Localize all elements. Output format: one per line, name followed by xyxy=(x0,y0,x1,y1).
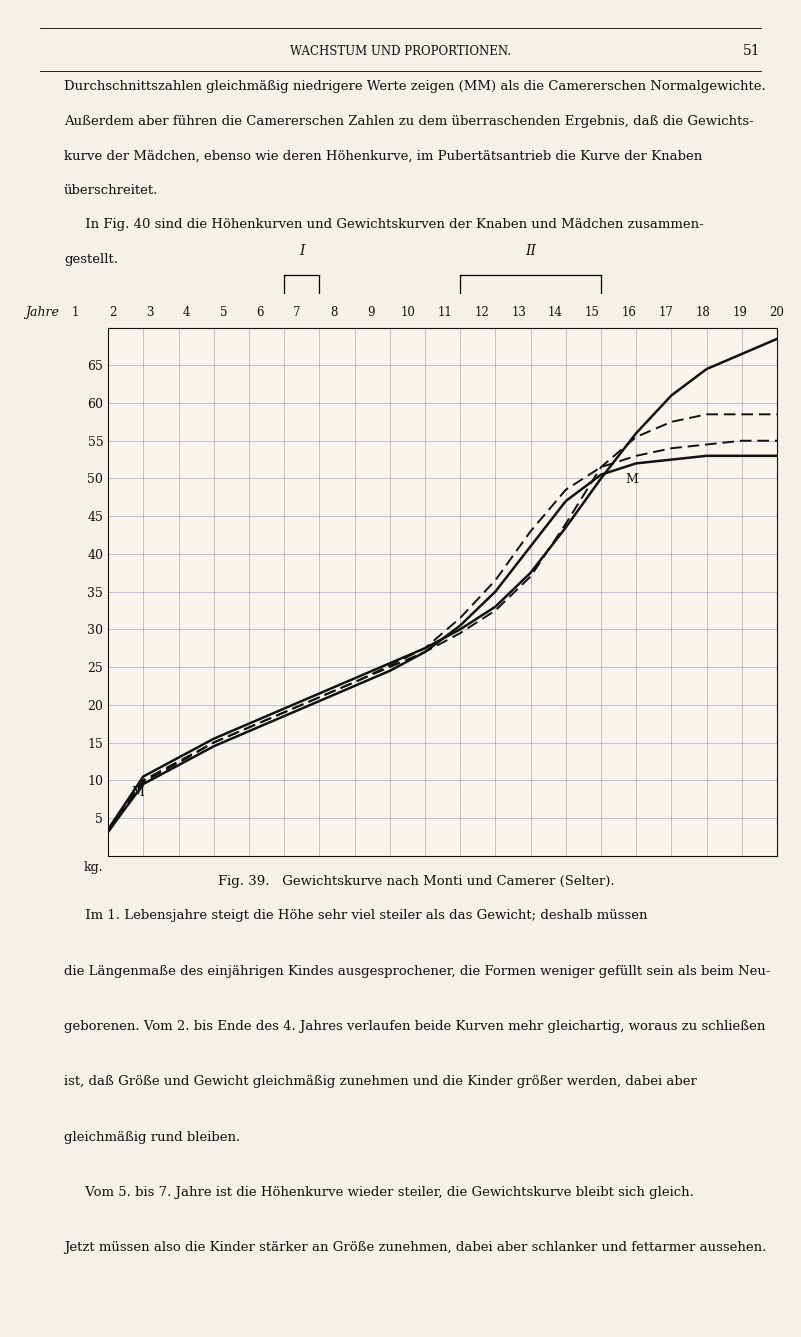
Text: 9: 9 xyxy=(367,306,375,320)
Text: geborenen. Vom 2. bis Ende des 4. Jahres verlaufen beide Kurven mehr gleichartig: geborenen. Vom 2. bis Ende des 4. Jahres… xyxy=(64,1020,766,1034)
Text: 4: 4 xyxy=(183,306,190,320)
Text: überschreitet.: überschreitet. xyxy=(64,185,159,197)
Text: 18: 18 xyxy=(696,306,710,320)
Text: In Fig. 40 sind die Höhenkurven und Gewichtskurven der Knaben und Mädchen zusamm: In Fig. 40 sind die Höhenkurven und Gewi… xyxy=(64,218,704,231)
Text: II: II xyxy=(525,243,536,258)
Text: 14: 14 xyxy=(548,306,563,320)
Text: Jetzt müssen also die Kinder stärker an Größe zunehmen, dabei aber schlanker und: Jetzt müssen also die Kinder stärker an … xyxy=(64,1242,767,1254)
Text: M: M xyxy=(626,473,638,487)
Text: WACHSTUM UND PROPORTIONEN.: WACHSTUM UND PROPORTIONEN. xyxy=(290,44,511,57)
Text: 16: 16 xyxy=(622,306,637,320)
Text: Durchschnittszahlen gleichmäßig niedrigere Werte zeigen (MM) als die Camerersche: Durchschnittszahlen gleichmäßig niedrige… xyxy=(64,80,766,94)
Text: Im 1. Lebensjahre steigt die Höhe sehr viel steiler als das Gewicht; deshalb müs: Im 1. Lebensjahre steigt die Höhe sehr v… xyxy=(64,909,647,923)
Text: 7: 7 xyxy=(293,306,301,320)
Text: 15: 15 xyxy=(585,306,600,320)
Text: gestellt.: gestellt. xyxy=(64,253,118,266)
Text: gleichmäßig rund bleiben.: gleichmäßig rund bleiben. xyxy=(64,1131,240,1143)
Text: 10: 10 xyxy=(400,306,416,320)
Text: 11: 11 xyxy=(437,306,453,320)
Text: 8: 8 xyxy=(330,306,338,320)
Text: kurve der Mädchen, ebenso wie deren Höhenkurve, im Pubertätsantrieb die Kurve de: kurve der Mädchen, ebenso wie deren Höhe… xyxy=(64,150,702,162)
Text: 1: 1 xyxy=(72,306,79,320)
Text: Fig. 39.   Gewichtskurve nach Monti und Camerer (Selter).: Fig. 39. Gewichtskurve nach Monti und Ca… xyxy=(218,874,615,888)
Text: I: I xyxy=(299,243,304,258)
Text: 51: 51 xyxy=(743,44,761,57)
Text: Jahre: Jahre xyxy=(26,306,59,320)
Text: 5: 5 xyxy=(219,306,227,320)
Text: 6: 6 xyxy=(256,306,264,320)
Text: ist, daß Größe und Gewicht gleichmäßig zunehmen und die Kinder größer werden, da: ist, daß Größe und Gewicht gleichmäßig z… xyxy=(64,1075,697,1088)
Text: 2: 2 xyxy=(109,306,116,320)
Text: 19: 19 xyxy=(733,306,747,320)
Text: 12: 12 xyxy=(474,306,489,320)
Text: M: M xyxy=(131,786,144,800)
Text: 3: 3 xyxy=(146,306,153,320)
Text: 13: 13 xyxy=(511,306,526,320)
Text: kg.: kg. xyxy=(83,861,103,874)
Text: 17: 17 xyxy=(658,306,674,320)
Text: 20: 20 xyxy=(770,306,784,320)
Text: Außerdem aber führen die Camererschen Zahlen zu dem überraschenden Ergebnis, daß: Außerdem aber führen die Camererschen Za… xyxy=(64,115,754,128)
Text: Vom 5. bis 7. Jahre ist die Höhenkurve wieder steiler, die Gewichtskurve bleibt : Vom 5. bis 7. Jahre ist die Höhenkurve w… xyxy=(64,1186,694,1199)
Text: die Längenmaße des einjährigen Kindes ausgesprochener, die Formen weniger gefüll: die Längenmaße des einjährigen Kindes au… xyxy=(64,964,771,977)
